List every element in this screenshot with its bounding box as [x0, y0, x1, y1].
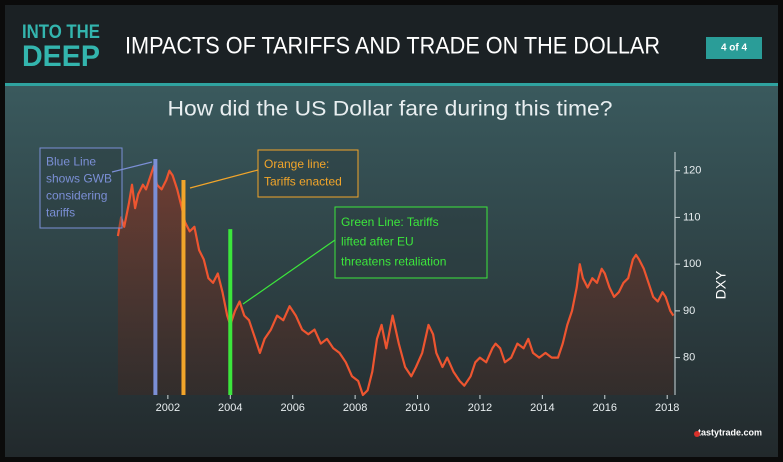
- y-tick-label: 110: [683, 211, 701, 223]
- y-axis-label: DXY: [713, 270, 729, 299]
- y-tick-label: 80: [683, 352, 695, 364]
- annotation-arrow: [242, 239, 336, 305]
- y-tick-label: 120: [683, 165, 701, 177]
- annotation-box: [39, 147, 123, 229]
- annotation-box: [334, 206, 488, 279]
- annotation-text: Orange line:: [264, 157, 329, 171]
- y-tick-label: 100: [683, 258, 701, 270]
- area: [117, 166, 674, 395]
- x-tick-label: 2014: [530, 402, 554, 414]
- x-tick-label: 2006: [280, 402, 304, 414]
- annotation-box: [257, 149, 359, 198]
- logo-line: INTO THE: [22, 22, 100, 43]
- page-badge-text: 4 of 4: [721, 43, 748, 54]
- x-tick-label: 2012: [468, 402, 492, 414]
- logo-line: DEEP: [22, 40, 100, 73]
- page-badge: [706, 37, 762, 59]
- annotation-arrow: [111, 161, 153, 173]
- x-tick-label: 2018: [655, 402, 679, 414]
- x-tick-label: 2002: [156, 402, 180, 414]
- annotation-text: lifted after EU: [341, 235, 414, 249]
- chart-title: How did the US Dollar fare during this t…: [168, 98, 613, 121]
- annotation-text: considering: [46, 189, 107, 203]
- annotation-text: threatens retaliation: [341, 254, 446, 268]
- x-tick-label: 2016: [593, 402, 617, 414]
- y-tick-label: 90: [683, 305, 695, 317]
- annotation-text: Blue Line: [46, 155, 96, 169]
- x-tick-label: 2004: [218, 402, 242, 414]
- header-band: [5, 5, 778, 83]
- annotation-text: Tariffs enacted: [264, 174, 342, 188]
- annotation-text: tariffs: [46, 206, 75, 220]
- brand-dot: [694, 431, 700, 437]
- x-tick-label: 2010: [405, 402, 429, 414]
- annotation-arrow: [189, 169, 259, 189]
- x-tick-label: 2008: [343, 402, 367, 414]
- annotation-text: Green Line: Tariffs: [341, 215, 439, 229]
- line: [116, 164, 675, 397]
- footer-brand: tastytrade.com: [698, 427, 762, 437]
- slide-title: IMPACTS OF TARIFFS AND TRADE ON THE DOLL…: [125, 32, 660, 59]
- header-rule: [5, 83, 778, 86]
- annotation-text: shows GWB: [46, 172, 112, 186]
- plot: 80 90 100 110 120 2002 2004 2006 2008 2010 2012 201…: [39, 147, 701, 414]
